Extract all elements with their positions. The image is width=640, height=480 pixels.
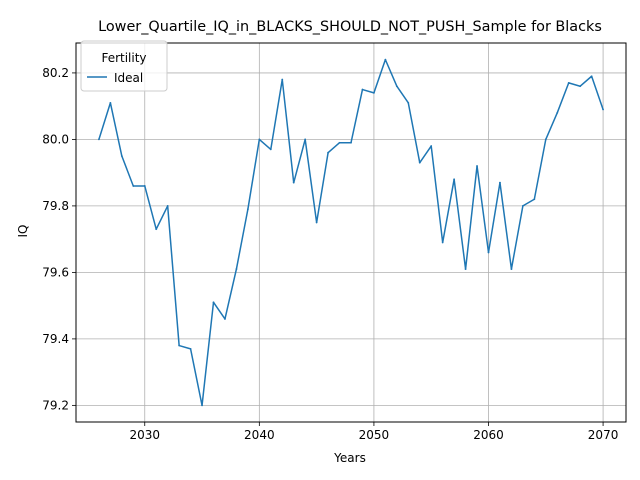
data-point xyxy=(339,142,341,144)
legend: Fertility Ideal xyxy=(81,41,167,91)
data-point xyxy=(144,185,146,187)
data-point xyxy=(213,301,215,303)
y-tick-label: 79.6 xyxy=(42,265,69,279)
data-point xyxy=(499,182,501,184)
data-point xyxy=(568,82,570,84)
data-point xyxy=(155,228,157,230)
data-point xyxy=(98,139,100,141)
data-point xyxy=(488,252,490,254)
data-point xyxy=(373,92,375,94)
data-point xyxy=(327,152,329,154)
data-point xyxy=(442,242,444,244)
data-point xyxy=(247,208,249,210)
data-point xyxy=(281,79,283,81)
legend-title: Fertility xyxy=(101,51,146,65)
data-point xyxy=(258,139,260,141)
x-tick-label: 2030 xyxy=(129,428,160,442)
data-point xyxy=(362,89,364,91)
data-point xyxy=(190,348,192,350)
data-point xyxy=(396,85,398,87)
data-point xyxy=(178,345,180,347)
data-point xyxy=(201,404,203,406)
x-axis-label: Years xyxy=(333,451,366,465)
data-point xyxy=(293,182,295,184)
data-point xyxy=(476,165,478,167)
data-point xyxy=(304,139,306,141)
data-point xyxy=(132,185,134,187)
data-point xyxy=(602,109,604,111)
y-axis-label: IQ xyxy=(16,225,30,238)
data-point xyxy=(453,178,455,180)
data-point xyxy=(579,85,581,87)
data-point xyxy=(591,75,593,77)
data-point xyxy=(533,198,535,200)
data-point xyxy=(316,222,318,224)
data-point xyxy=(430,145,432,147)
data-point xyxy=(109,102,111,104)
chart-title: Lower_Quartile_IQ_in_BLACKS_SHOULD_NOT_P… xyxy=(98,19,602,35)
x-tick-label: 2040 xyxy=(244,428,275,442)
data-point xyxy=(465,268,467,270)
x-tick-label: 2060 xyxy=(473,428,504,442)
data-point xyxy=(522,205,524,207)
data-point xyxy=(350,142,352,144)
data-point xyxy=(270,148,272,150)
data-point xyxy=(419,162,421,164)
y-tick-label: 79.4 xyxy=(42,332,69,346)
data-point xyxy=(224,318,226,320)
y-tick-label: 79.8 xyxy=(42,199,69,213)
data-point xyxy=(236,268,238,270)
data-point xyxy=(384,59,386,61)
data-point xyxy=(121,155,123,157)
data-point xyxy=(511,268,513,270)
data-point xyxy=(545,139,547,141)
data-point xyxy=(556,112,558,114)
legend-label-ideal: Ideal xyxy=(114,71,143,85)
x-tick-label: 2070 xyxy=(588,428,619,442)
x-tick-label: 2050 xyxy=(359,428,390,442)
data-point xyxy=(167,205,169,207)
y-tick-label: 80.2 xyxy=(42,66,69,80)
data-point xyxy=(407,102,409,104)
y-tick-label: 80.0 xyxy=(42,132,69,146)
y-tick-label: 79.2 xyxy=(42,398,69,412)
